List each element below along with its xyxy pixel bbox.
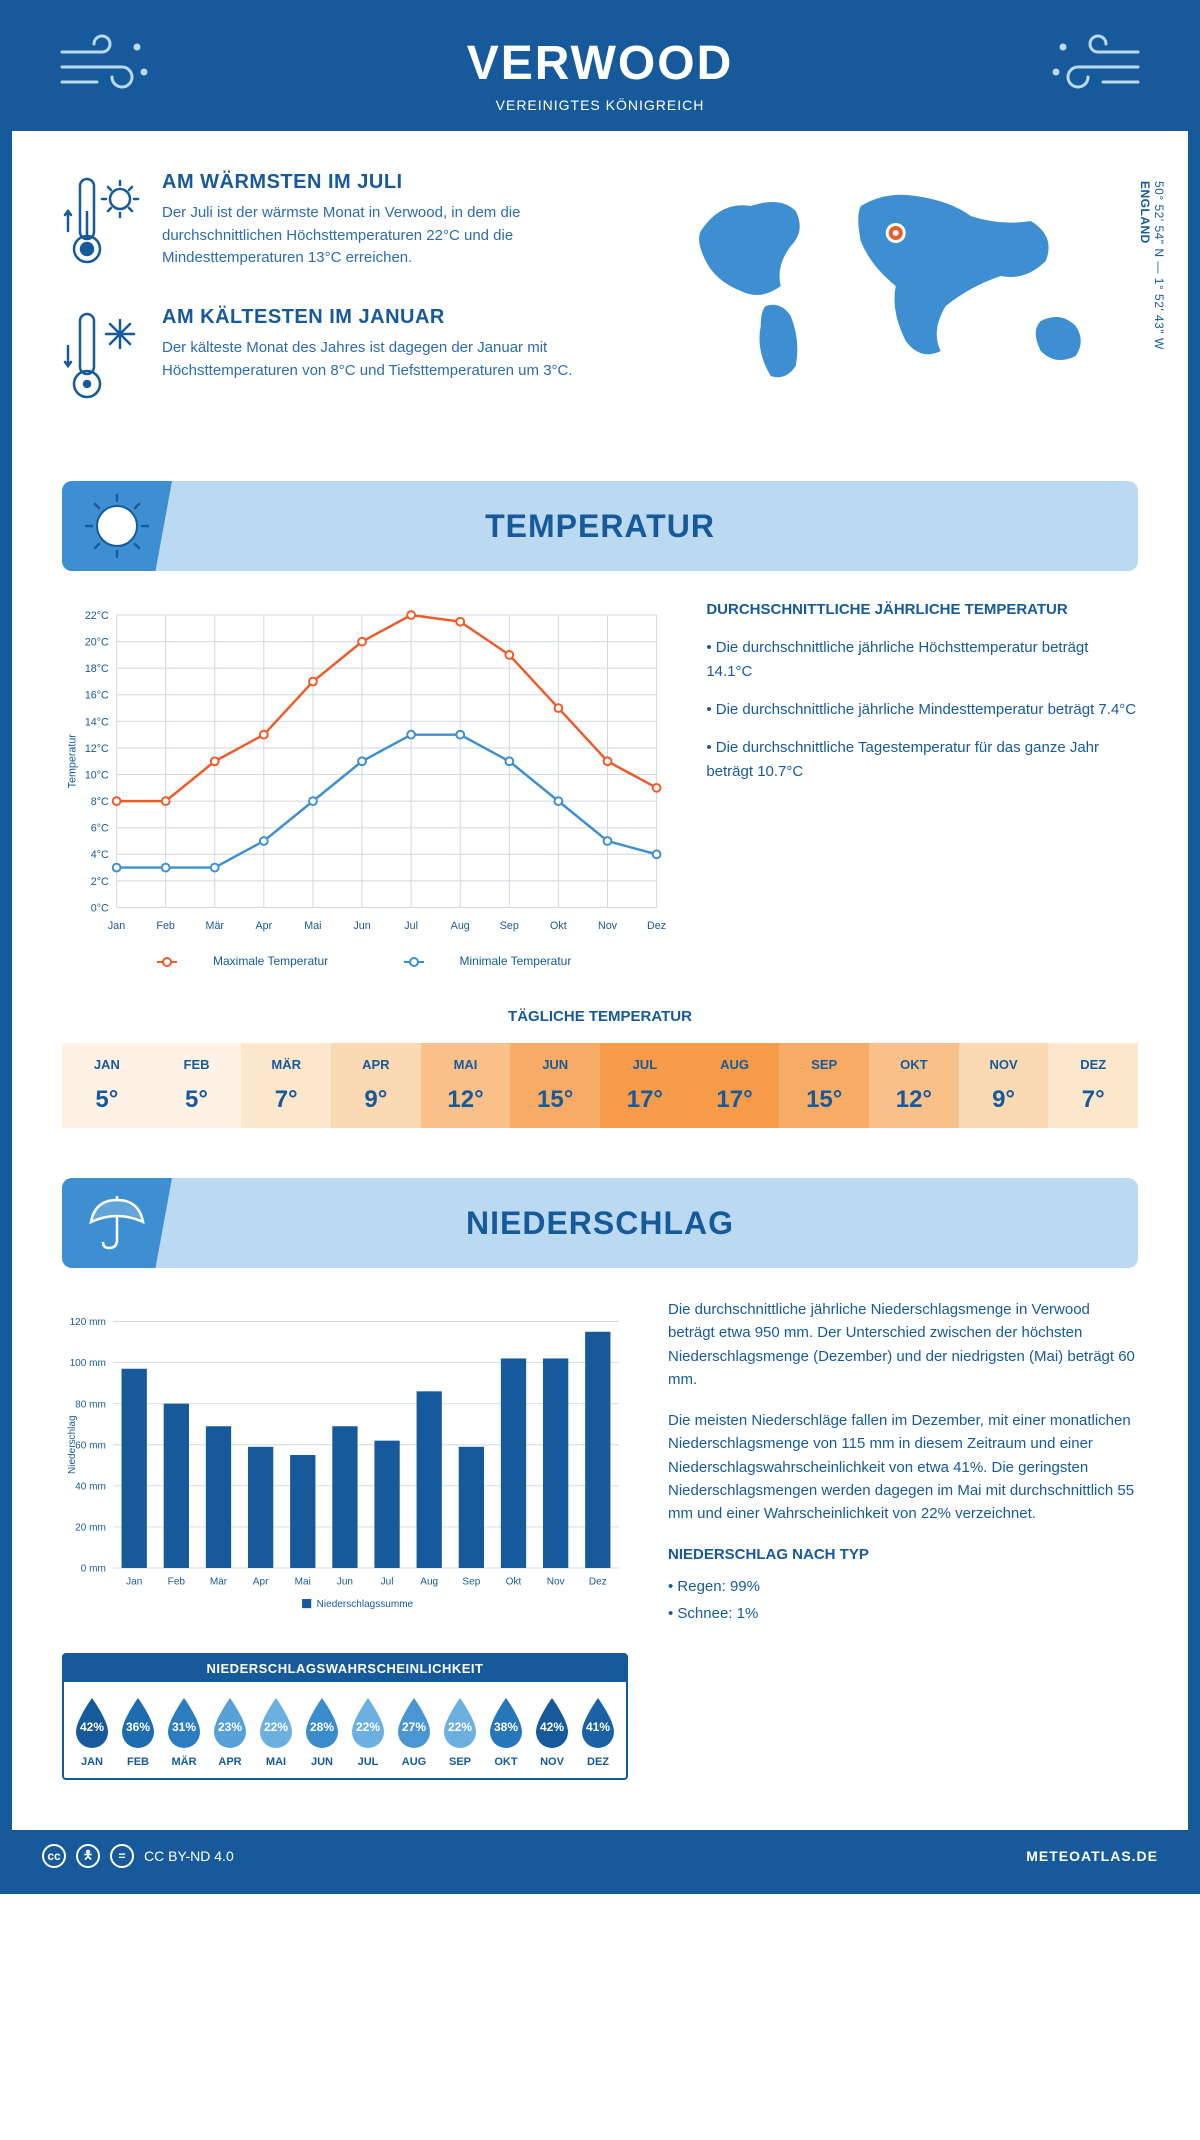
svg-text:Jun: Jun [337, 1576, 353, 1587]
svg-text:Nov: Nov [598, 920, 618, 932]
svg-text:Sep: Sep [462, 1576, 480, 1587]
svg-text:20°C: 20°C [85, 637, 109, 649]
svg-text:16°C: 16°C [85, 690, 109, 702]
svg-text:6°C: 6°C [91, 823, 109, 835]
svg-text:Okt: Okt [550, 920, 567, 932]
svg-text:8°C: 8°C [91, 796, 109, 808]
sun-icon [62, 481, 172, 571]
svg-text:0 mm: 0 mm [81, 1564, 106, 1575]
svg-text:Niederschlag: Niederschlag [67, 1415, 78, 1474]
svg-text:Aug: Aug [420, 1576, 438, 1587]
wind-icon [1038, 32, 1148, 107]
svg-text:120 mm: 120 mm [70, 1317, 106, 1328]
svg-text:Jul: Jul [404, 920, 418, 932]
svg-text:Jan: Jan [108, 920, 125, 932]
svg-text:Sep: Sep [500, 920, 519, 932]
thermometer-snow-icon [62, 306, 142, 411]
city-title: VERWOOD [12, 36, 1188, 91]
daily-temperature-table: TÄGLICHE TEMPERATUR JAN5°FEB5°MÄR7°APR9°… [62, 1008, 1138, 1128]
svg-text:Dez: Dez [647, 920, 666, 932]
svg-text:Dez: Dez [589, 1576, 607, 1587]
header: VERWOOD VEREINIGTES KÖNIGREICH [12, 12, 1188, 131]
svg-text:60 mm: 60 mm [75, 1440, 106, 1451]
svg-text:80 mm: 80 mm [75, 1399, 106, 1410]
svg-text:Temperatur: Temperatur [67, 734, 79, 789]
thermometer-sun-icon [62, 171, 142, 276]
country-subtitle: VEREINIGTES KÖNIGREICH [12, 97, 1188, 113]
umbrella-icon [62, 1178, 172, 1268]
world-map: 50° 52' 54" N — 1° 52' 43" W ENGLAND [663, 171, 1138, 441]
svg-text:Apr: Apr [253, 1576, 269, 1587]
footer: cc 🯅 = CC BY-ND 4.0 METEOATLAS.DE [12, 1830, 1188, 1882]
section-title: TEMPERATUR [485, 508, 715, 545]
coordinates: 50° 52' 54" N — 1° 52' 43" W ENGLAND [1138, 181, 1166, 350]
svg-text:2°C: 2°C [91, 876, 109, 888]
svg-text:18°C: 18°C [85, 663, 109, 675]
svg-text:0°C: 0°C [91, 902, 109, 914]
section-title: NIEDERSCHLAG [466, 1205, 734, 1242]
warmest-title: AM WÄRMSTEN IM JULI [162, 171, 633, 194]
cc-icon: cc [42, 1844, 66, 1868]
svg-text:Feb: Feb [168, 1576, 186, 1587]
temperature-section-header: TEMPERATUR [62, 481, 1138, 571]
svg-text:12°C: 12°C [85, 743, 109, 755]
svg-text:Jan: Jan [126, 1576, 142, 1587]
precipitation-bar-chart: 0 mm 20 mm 40 mm 60 mm 80 mm 100 mm 120 mm Nied… [62, 1298, 628, 1633]
svg-text:Niederschlagssumme: Niederschlagssumme [317, 1599, 414, 1610]
warmest-text: Der Juli ist der wärmste Monat in Verwoo… [162, 202, 633, 270]
precipitation-text: Die durchschnittliche jährliche Niedersc… [668, 1298, 1138, 1780]
svg-text:Mär: Mär [210, 1576, 228, 1587]
license-text: CC BY-ND 4.0 [144, 1848, 234, 1864]
site-name: METEOATLAS.DE [1026, 1848, 1158, 1864]
svg-text:22°C: 22°C [85, 610, 109, 622]
svg-text:Aug: Aug [451, 920, 470, 932]
svg-text:Jul: Jul [381, 1576, 394, 1587]
coldest-title: AM KÄLTESTEN IM JANUAR [162, 306, 633, 329]
wind-icon [52, 32, 162, 107]
by-icon: 🯅 [76, 1844, 100, 1868]
svg-text:100 mm: 100 mm [70, 1358, 106, 1369]
temperature-notes: DURCHSCHNITTLICHE JÄHRLICHE TEMPERATUR •… [706, 601, 1138, 968]
svg-text:14°C: 14°C [85, 716, 109, 728]
svg-text:Apr: Apr [256, 920, 273, 932]
svg-text:40 mm: 40 mm [75, 1481, 106, 1492]
temperature-line-chart: 0°C 2°C 4°C 6°C 8°C 10°C 12°C 14°C 16°C 18°C 20°C 2… [62, 601, 666, 968]
svg-text:Mär: Mär [206, 920, 225, 932]
svg-text:4°C: 4°C [91, 849, 109, 861]
svg-text:Feb: Feb [156, 920, 175, 932]
coldest-text: Der kälteste Monat des Jahres ist dagege… [162, 337, 633, 382]
svg-text:Jun: Jun [353, 920, 370, 932]
svg-text:10°C: 10°C [85, 769, 109, 781]
svg-text:Nov: Nov [547, 1576, 565, 1587]
svg-text:20 mm: 20 mm [75, 1523, 106, 1534]
nd-icon: = [110, 1844, 134, 1868]
svg-text:Okt: Okt [506, 1576, 522, 1587]
chart-legend: Maximale Temperatur Minimale Temperatur [62, 954, 666, 968]
svg-text:Mai: Mai [295, 1576, 311, 1587]
svg-text:Mai: Mai [304, 920, 321, 932]
precipitation-section-header: NIEDERSCHLAG [62, 1178, 1138, 1268]
precipitation-probability-box: NIEDERSCHLAGSWAHRSCHEINLICHKEIT 42%JAN36… [62, 1653, 628, 1780]
